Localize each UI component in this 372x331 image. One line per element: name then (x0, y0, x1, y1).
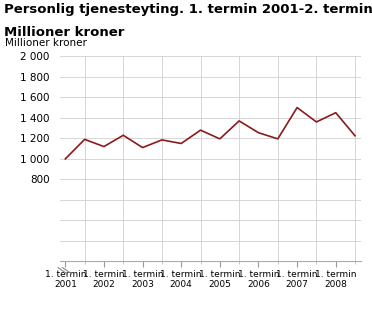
Text: Millioner kroner: Millioner kroner (5, 38, 87, 48)
Text: Millioner kroner: Millioner kroner (4, 26, 124, 39)
Text: Personlig tjenesteyting. 1. termin 2001-2. termin 2008.: Personlig tjenesteyting. 1. termin 2001-… (4, 3, 372, 16)
